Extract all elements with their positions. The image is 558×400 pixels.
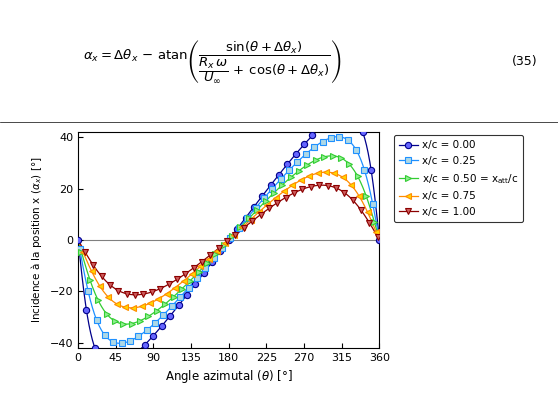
Legend: x/c = 0.00, x/c = 0.25, x/c = 0.50 = x$_{\rm att}$/c, x/c = 0.75, x/c = 1.00: x/c = 0.00, x/c = 0.25, x/c = 0.50 = x$_… — [394, 135, 523, 222]
X-axis label: Angle azimutal ($\theta$) [°]: Angle azimutal ($\theta$) [°] — [165, 368, 292, 386]
Y-axis label: Incidence à la position x ($\alpha_x$) [°]: Incidence à la position x ($\alpha_x$) [… — [29, 157, 44, 323]
Text: $\alpha_x = \Delta\theta_x\,-\,\mathrm{atan}\left(\dfrac{\sin\!\left(\theta+\Del: $\alpha_x = \Delta\theta_x\,-\,\mathrm{a… — [83, 38, 341, 84]
Text: (35): (35) — [512, 55, 537, 68]
